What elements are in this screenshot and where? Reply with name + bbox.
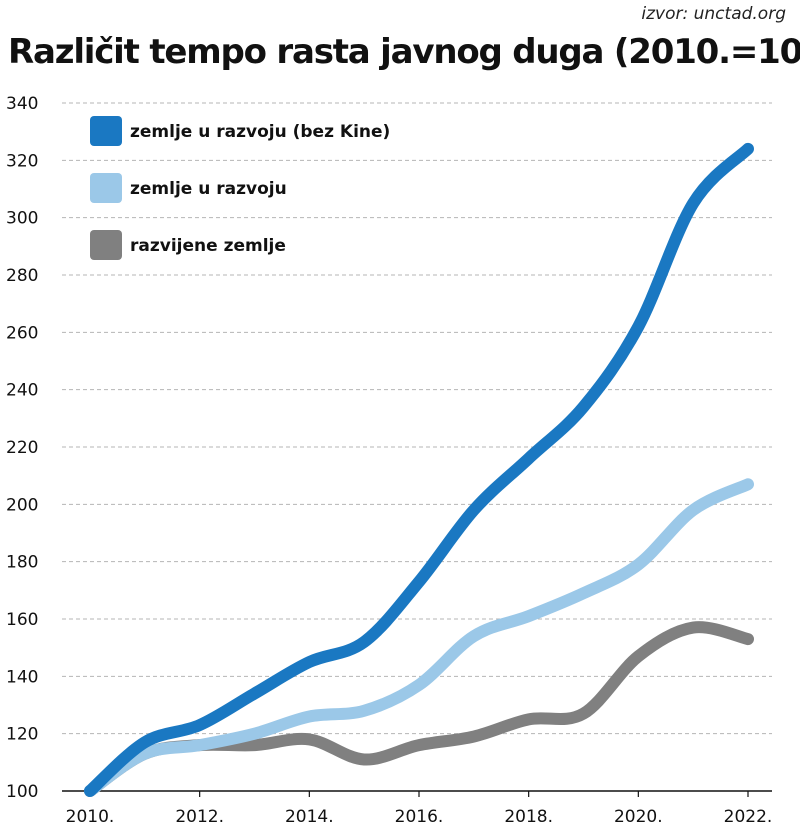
legend-label-1: zemlje u razvoju (bez Kine) (130, 122, 390, 142)
y-tick-label: 220 (6, 438, 38, 458)
y-tick-label: 300 (6, 209, 38, 229)
legend-swatch-3 (90, 230, 122, 260)
y-tick-label: 340 (6, 94, 38, 114)
x-axis-ticks: 2010. 2012. 2014. 2016. 2018. 2020. 2022. (66, 791, 773, 827)
x-tick-label: 2016. (395, 807, 444, 827)
y-tick-label: 260 (6, 323, 38, 343)
x-tick-label: 2014. (285, 807, 334, 827)
y-axis-ticks: 100 120 140 160 180 200 220 240 260 280 300 320 340 (6, 94, 38, 802)
y-tick-label: 240 (6, 381, 38, 401)
x-tick-label: 2022. (724, 807, 773, 827)
y-tick-label: 140 (6, 667, 38, 687)
source-note: izvor: unctad.org (641, 4, 786, 24)
legend-swatch-1 (90, 116, 122, 146)
gridlines (62, 102, 772, 792)
x-tick-label: 2020. (614, 807, 663, 827)
y-tick-label: 280 (6, 266, 38, 286)
series-line-1 (84, 142, 754, 797)
x-tick-label: 2012. (175, 807, 224, 827)
series-line-2 (84, 478, 754, 797)
x-tick-label: 2018. (504, 807, 553, 827)
y-tick-label: 200 (6, 495, 38, 515)
x-tick-label: 2010. (66, 807, 115, 827)
legend-swatch-2 (90, 173, 122, 203)
series-lines (84, 142, 754, 797)
y-tick-label: 120 (6, 725, 38, 745)
legend-label-3: razvijene zemlje (130, 236, 286, 256)
y-tick-label: 100 (6, 782, 38, 802)
legend: zemlje u razvoju (bez Kine) zemlje u razv… (90, 116, 390, 260)
legend-label-2: zemlje u razvoju (130, 179, 287, 199)
series-line-3 (84, 621, 754, 797)
y-tick-label: 160 (6, 610, 38, 630)
y-tick-label: 180 (6, 553, 38, 573)
chart-title: Različit tempo rasta javnog duga (2010.=… (8, 32, 800, 72)
y-tick-label: 320 (6, 151, 38, 171)
